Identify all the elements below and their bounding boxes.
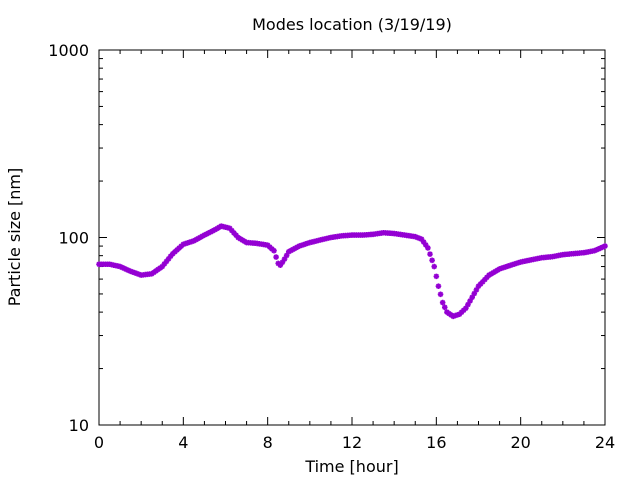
data-point [418,236,425,242]
data-point [593,247,600,253]
data-point [279,259,286,266]
data-point [441,304,448,311]
data-point [119,264,125,271]
x-tick-label: 20 [510,433,530,452]
data-point [117,263,123,270]
data-points [96,223,608,320]
data-point [477,281,484,287]
data-point [479,278,486,285]
data-point [163,258,170,265]
axes: 0 4 8 12 16 20 24 10 100 1000 [48,41,615,452]
data-point [425,245,431,251]
data-point [433,273,440,280]
data-point [591,247,598,254]
data-point [429,257,435,264]
data-point [465,301,471,308]
data-point [414,234,421,241]
x-tick-label: 8 [263,433,273,452]
data-point [422,242,429,248]
data-point [231,230,237,236]
data-point [456,311,463,317]
x-axis-label: Time [hour] [304,457,398,476]
data-point [159,263,166,270]
data-point [467,298,473,304]
data-point [595,246,602,252]
data-point [600,244,606,250]
data-point [473,287,480,293]
data-point [281,256,288,262]
data-point [597,245,604,251]
x-tick-label: 0 [94,433,104,452]
data-point [167,253,174,260]
data-point [427,251,433,257]
data-point [165,256,172,262]
data-point [482,276,488,283]
data-point [233,232,239,238]
x-tick-label: 12 [342,433,362,452]
data-point [412,233,419,240]
data-point [283,252,290,259]
y-tick-label: 100 [58,229,89,248]
data-point [229,227,235,234]
chart-title: Modes location (3/19/19) [252,15,452,34]
x-tick-label: 16 [426,433,446,452]
data-point [463,305,469,311]
data-point [484,274,490,281]
data-point [458,309,465,315]
data-point [471,290,478,297]
data-point [431,263,438,270]
data-point [469,294,475,301]
data-point [271,247,277,254]
data-point [226,225,233,232]
y-tick-label: 1000 [48,41,89,60]
data-point [121,265,128,272]
data-point [125,267,132,274]
data-point [420,239,427,245]
x-tick-label: 24 [595,433,615,452]
data-point [273,254,279,260]
y-tick-label: 10 [69,416,89,435]
data-point [123,266,130,273]
data-point [460,307,467,313]
data-point [439,299,446,306]
data-point [416,235,423,242]
data-point [161,261,168,267]
data-point [475,283,482,289]
data-point [602,243,608,249]
y-axis-label: Particle size [nm] [5,168,24,307]
data-point [437,291,444,298]
data-point [277,262,284,268]
x-tick-label: 4 [178,433,188,452]
data-point [435,283,442,289]
